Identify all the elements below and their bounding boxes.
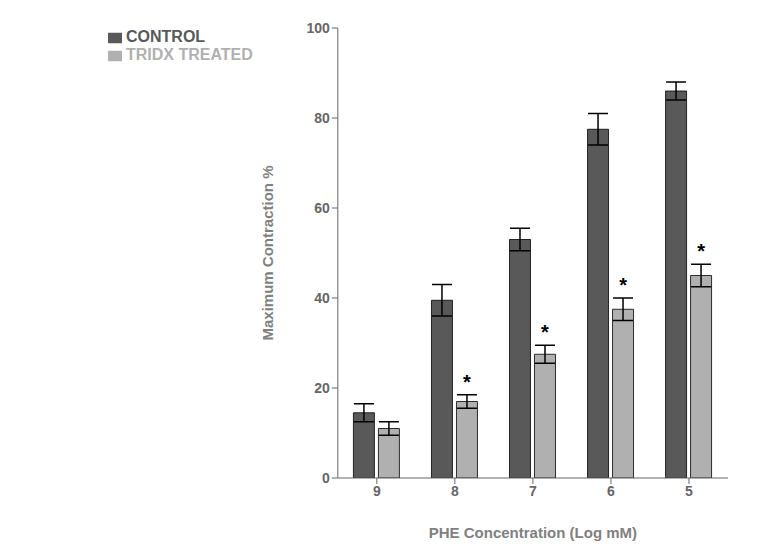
html-text:TRIDX TREATED: TRIDX TREATED	[126, 46, 253, 63]
svg-text:9: 9	[373, 483, 381, 499]
svg-text:60: 60	[314, 200, 330, 216]
svg-text:PHE Concentration (Log mM): PHE Concentration (Log mM)	[429, 524, 637, 541]
svg-text:0: 0	[322, 470, 330, 486]
svg-text:*: *	[619, 274, 627, 296]
svg-text:*: *	[697, 240, 705, 262]
svg-text:8: 8	[451, 483, 459, 499]
svg-text:40: 40	[314, 290, 330, 306]
svg-text:100: 100	[306, 20, 330, 36]
svg-text:*: *	[541, 321, 549, 343]
svg-text:7: 7	[529, 483, 537, 499]
html-text:CONTROL: CONTROL	[126, 28, 206, 45]
svg-text:5: 5	[685, 483, 693, 499]
svg-text:6: 6	[607, 483, 615, 499]
svg-text:Maximum Contraction %: Maximum Contraction %	[259, 165, 276, 340]
svg-text:80: 80	[314, 110, 330, 126]
svg-text:20: 20	[314, 380, 330, 396]
svg-text:*: *	[463, 371, 471, 393]
